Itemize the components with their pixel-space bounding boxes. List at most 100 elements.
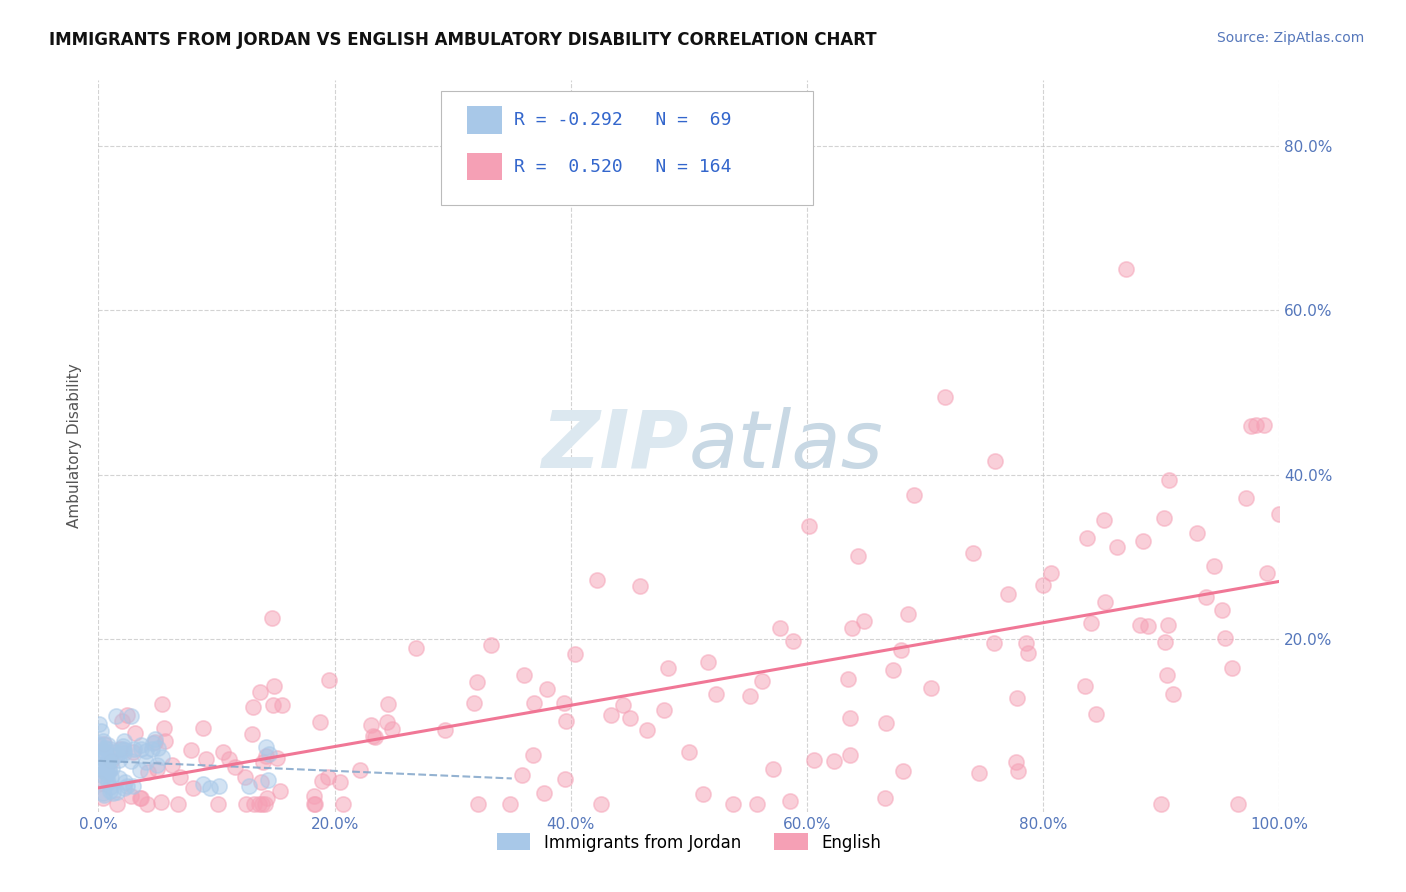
Point <box>90 772 112 787</box>
Point <box>934 390 956 404</box>
Point <box>364 731 387 745</box>
Point <box>93 768 115 782</box>
Point <box>211 745 233 759</box>
Text: R =  0.520   N = 164: R = 0.520 N = 164 <box>515 158 731 176</box>
Point <box>112 734 135 748</box>
Point <box>361 730 384 744</box>
Point <box>1014 636 1036 650</box>
Point <box>100 761 122 775</box>
Point <box>87 737 110 751</box>
Point <box>180 743 202 757</box>
Point <box>120 754 142 768</box>
Point <box>153 722 176 736</box>
Point <box>360 717 382 731</box>
Point <box>89 763 111 777</box>
Point <box>328 775 350 789</box>
Point <box>1256 566 1278 580</box>
Point <box>122 779 145 793</box>
Point <box>599 707 621 722</box>
Point <box>1267 507 1289 521</box>
Point <box>263 679 285 693</box>
Point <box>135 797 157 811</box>
Point <box>1032 578 1054 592</box>
Point <box>120 709 142 723</box>
Point <box>254 797 277 811</box>
Point <box>218 752 240 766</box>
Point <box>117 779 139 793</box>
Point <box>751 674 773 689</box>
Point <box>523 696 546 710</box>
Point <box>1156 667 1178 681</box>
Point <box>433 723 456 737</box>
Point <box>235 797 257 811</box>
Point <box>1094 595 1116 609</box>
Point <box>256 772 278 787</box>
Point <box>302 789 325 804</box>
Point <box>266 751 288 765</box>
Point <box>87 717 110 731</box>
Point <box>155 734 177 748</box>
Point <box>269 784 291 798</box>
Point <box>96 768 118 782</box>
Point <box>782 634 804 648</box>
Point <box>564 647 586 661</box>
Point <box>349 763 371 777</box>
Point <box>533 786 555 800</box>
Point <box>704 687 727 701</box>
Point <box>1105 540 1128 554</box>
Point <box>129 742 152 756</box>
Point <box>271 698 294 713</box>
Point <box>97 738 120 752</box>
Point <box>98 762 121 776</box>
FancyBboxPatch shape <box>441 91 813 204</box>
Point <box>890 642 912 657</box>
Point <box>1195 590 1218 604</box>
Point <box>100 784 122 798</box>
Point <box>657 661 679 675</box>
Point <box>252 755 274 769</box>
Point <box>628 579 651 593</box>
Point <box>240 726 263 740</box>
Point <box>882 663 904 677</box>
Point <box>983 636 1005 650</box>
Legend: Immigrants from Jordan, English: Immigrants from Jordan, English <box>491 827 887 858</box>
Point <box>1220 661 1243 675</box>
Point <box>101 786 124 800</box>
Point <box>103 745 125 759</box>
Y-axis label: Ambulatory Disability: Ambulatory Disability <box>67 364 83 528</box>
Point <box>838 748 860 763</box>
Point <box>94 746 117 760</box>
Point <box>1074 680 1097 694</box>
Point <box>1240 418 1263 433</box>
Point <box>1202 559 1225 574</box>
Point <box>112 743 135 757</box>
Point <box>839 711 862 725</box>
Point <box>96 764 118 779</box>
Point <box>262 611 284 625</box>
Point <box>262 698 284 713</box>
Point <box>193 777 215 791</box>
Point <box>238 779 260 793</box>
Point <box>135 755 157 769</box>
Point <box>696 655 718 669</box>
Point <box>903 488 925 502</box>
Point <box>93 744 115 758</box>
Point <box>589 797 612 811</box>
Point <box>553 696 575 710</box>
Point <box>536 681 558 696</box>
Point <box>873 790 896 805</box>
Point <box>191 721 214 735</box>
FancyBboxPatch shape <box>467 153 502 180</box>
Point <box>112 739 135 754</box>
Point <box>678 745 700 759</box>
Point <box>381 723 404 737</box>
Point <box>96 764 118 778</box>
Point <box>129 790 152 805</box>
Point <box>91 786 114 800</box>
Point <box>169 770 191 784</box>
Point <box>96 757 118 772</box>
Point <box>984 454 1007 468</box>
Point <box>256 748 278 763</box>
Point <box>254 739 277 754</box>
Point <box>522 747 544 762</box>
